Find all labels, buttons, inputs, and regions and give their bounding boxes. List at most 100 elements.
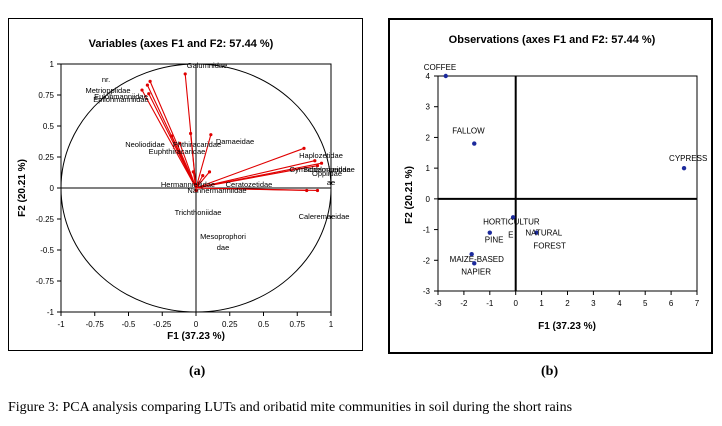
x-tick-label: -3	[434, 299, 442, 308]
panel-b-label: (b)	[541, 364, 559, 379]
variable-label: Haplozetidae	[299, 151, 343, 160]
variable-vector	[141, 89, 197, 189]
variable-label: Ceratozetidae	[226, 180, 273, 189]
variable-vector	[195, 134, 212, 189]
variable-point	[194, 188, 198, 193]
x-tick-label: 3	[591, 299, 596, 308]
variable-vector	[149, 81, 197, 189]
x-tick-label: 6	[669, 299, 674, 308]
variable-label: Hermanniellidae	[161, 180, 215, 189]
variable-label: nr.	[102, 75, 110, 84]
variable-label: dae	[217, 243, 230, 252]
observation-label: NAPIER	[461, 267, 491, 276]
variable-point	[183, 72, 187, 76]
variable-vector	[195, 147, 305, 189]
variable-vector	[195, 165, 318, 189]
variable-label: Neoliodidae	[125, 140, 165, 149]
variable-point	[315, 164, 320, 168]
variable-label: Nanhermanniidae	[187, 186, 246, 195]
variable-vector	[179, 143, 197, 189]
x-tick-label: 1	[539, 299, 544, 308]
x-tick-label: 5	[643, 299, 648, 308]
y-tick-label: 0.5	[43, 122, 55, 131]
variable-vector	[171, 135, 197, 189]
y-tick-label: -0.5	[40, 246, 54, 255]
variable-label: Galumnidae	[187, 61, 227, 70]
variable-vector	[195, 175, 204, 189]
observation-label: COFFEE	[424, 63, 456, 72]
variable-vector	[190, 133, 197, 189]
observation-point	[487, 230, 492, 235]
y-tick-label: -3	[423, 287, 431, 296]
observation-label: CYPRESS	[669, 154, 707, 163]
y-tick-label: -2	[423, 256, 431, 265]
variable-label: Trichthoniidae	[175, 208, 222, 217]
variable-vector	[192, 171, 197, 189]
variable-point	[145, 83, 149, 87]
y-tick-label: 3	[426, 103, 431, 112]
chart-a-xlabel: F1 (37.23 %)	[167, 331, 225, 342]
observation-point	[469, 251, 474, 257]
variable-vector	[195, 171, 210, 189]
x-tick-label: -1	[486, 299, 494, 308]
observation-label: FALLOW	[452, 127, 485, 136]
x-tick-label: 0.5	[258, 320, 270, 329]
observation-label: NATURAL	[525, 229, 562, 238]
observation-label: FOREST	[533, 242, 566, 251]
x-tick-label: -0.75	[86, 320, 105, 329]
y-tick-label: 1	[426, 164, 431, 173]
variable-vector	[195, 160, 315, 189]
x-tick-label: -2	[460, 299, 468, 308]
y-tick-label: 1	[50, 60, 55, 69]
variable-label: Oppiidae	[312, 169, 342, 178]
variable-label: Caleremaeidae	[299, 212, 350, 221]
variable-label: ae	[327, 178, 335, 187]
variable-label: Damaeidae	[216, 137, 254, 146]
variable-point	[191, 170, 195, 174]
variable-point	[170, 134, 174, 138]
observation-label: HORTICULTUR	[483, 217, 540, 226]
variable-label: Scheloribatidae	[303, 165, 355, 174]
observation-point	[534, 230, 539, 235]
x-tick-label: -1	[57, 320, 65, 329]
variable-label: Gymnodamaeidae	[289, 165, 350, 174]
y-tick-label: -1	[423, 226, 431, 235]
y-tick-label: -0.75	[36, 277, 55, 286]
chart-b-title: Observations (axes F1 and F2: 57.44 %)	[449, 34, 656, 46]
observation-point	[472, 261, 477, 266]
variable-label: Epilohmanniidae	[93, 95, 148, 104]
variable-point	[147, 92, 151, 96]
x-tick-label: 0	[194, 320, 199, 329]
observation-point	[681, 165, 687, 171]
variable-label: Metrioppiidae	[85, 86, 130, 95]
variable-point	[189, 131, 193, 136]
variables-chart-panel: Variables (axes F1 and F2: 57.44 %) -1 -0.…	[8, 18, 363, 351]
chart-a-ylabel: F2 (20.21 %)	[17, 159, 28, 217]
observation-label: PINE	[485, 236, 504, 245]
chart-a-title: Variables (axes F1 and F2: 57.44 %)	[89, 38, 274, 50]
variable-label: Mesoprophori	[200, 232, 246, 241]
figure-caption: Figure 3: PCA analysis comparing LUTs an…	[8, 400, 573, 415]
variable-vector	[195, 187, 318, 192]
x-tick-label: 0.25	[222, 320, 238, 329]
x-tick-label: 0.75	[289, 320, 305, 329]
observation-label: MAIZE-BASED	[450, 255, 504, 264]
variable-point	[209, 133, 213, 137]
panel-a-label: (a)	[189, 364, 206, 379]
x-tick-label: 4	[617, 299, 622, 308]
variable-point	[148, 79, 152, 83]
variables-chart: Variables (axes F1 and F2: 57.44 %) -1 -0.…	[17, 38, 355, 342]
variable-point	[315, 188, 320, 193]
observation-label: E	[508, 230, 513, 239]
observations-chart-panel: Observations (axes F1 and F2: 57.44 %) -3…	[388, 18, 713, 354]
observation-point	[510, 215, 516, 220]
observation-point	[472, 141, 477, 146]
chart-b-xlabel: F1 (37.23 %)	[538, 321, 596, 332]
chart-b-ylabel: F2 (20.21 %)	[404, 166, 415, 224]
variable-label: Eulohmanniidae	[94, 92, 148, 101]
y-tick-label: 2	[426, 133, 431, 142]
variable-point	[207, 170, 212, 174]
y-tick-label: 0	[426, 195, 431, 204]
x-tick-label: 2	[565, 299, 570, 308]
x-tick-label: -0.5	[122, 320, 136, 329]
